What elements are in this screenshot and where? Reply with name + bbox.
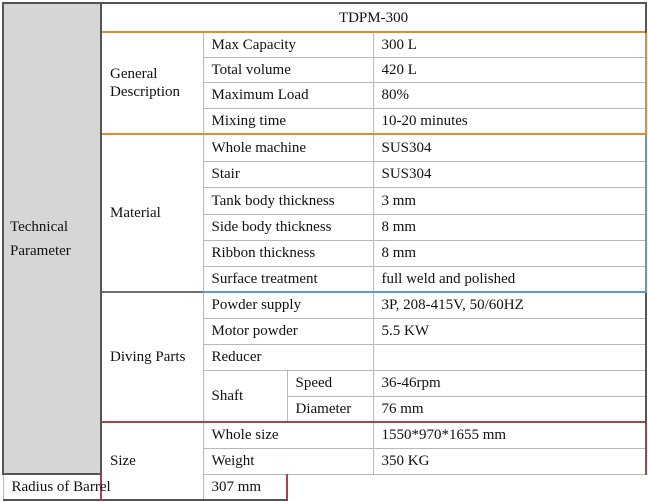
- param-value: 8 mm: [372, 239, 648, 267]
- param-value: 1550*970*1655 mm: [372, 421, 648, 449]
- param-value: 350 KG: [372, 447, 648, 475]
- driving-group-label: Diving Parts: [100, 291, 204, 423]
- param-value: 3P, 208-415V, 50/60HZ: [372, 291, 648, 319]
- param-name: Surface treatment: [202, 265, 374, 293]
- param-value: 307 mm: [202, 473, 288, 501]
- param-name: Max Capacity: [202, 31, 374, 58]
- param-name: Whole size: [202, 421, 374, 449]
- param-value: [372, 343, 648, 371]
- param-value: 36-46rpm: [372, 369, 648, 397]
- param-name: Radius of Barrel: [2, 473, 204, 501]
- param-name: Powder supply: [202, 291, 374, 319]
- param-value: 300 L: [372, 31, 648, 58]
- param-value: 10-20 minutes: [372, 107, 648, 135]
- param-value: full weld and polished: [372, 265, 648, 293]
- material-group-label: Material: [100, 133, 204, 293]
- param-value: 8 mm: [372, 213, 648, 241]
- param-value: SUS304: [372, 133, 648, 162]
- param-name: Reducer: [202, 343, 374, 371]
- param-name: Motor powder: [202, 317, 374, 345]
- param-value: SUS304: [372, 160, 648, 188]
- model-title: TDPM-300: [100, 2, 648, 33]
- param-value: 420 L: [372, 56, 648, 83]
- param-value: 5.5 KW: [372, 317, 648, 345]
- param-name: Ribbon thickness: [202, 239, 374, 267]
- param-name: Stair: [202, 160, 374, 188]
- param-name: Side body thickness: [202, 213, 374, 241]
- param-subname: Diameter: [286, 395, 374, 423]
- param-name: Weight: [202, 447, 374, 475]
- param-name: Mixing time: [202, 107, 374, 135]
- section-label: Technical Parameter: [2, 2, 102, 475]
- param-name: Total volume: [202, 56, 374, 83]
- param-name: Tank body thickness: [202, 186, 374, 215]
- param-value: 80%: [372, 81, 648, 109]
- shaft-label: Shaft: [202, 369, 288, 423]
- param-subname: Speed: [286, 369, 374, 397]
- param-name: Whole machine: [202, 133, 374, 162]
- param-value: 3 mm: [372, 186, 648, 215]
- param-value: 76 mm: [372, 395, 648, 423]
- param-name: Maximum Load: [202, 81, 374, 109]
- general-group-label: General Description: [100, 31, 204, 135]
